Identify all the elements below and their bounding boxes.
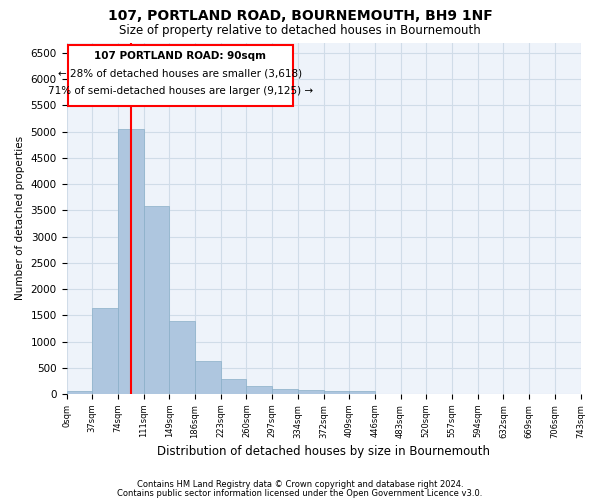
Bar (323, 391, 349, 394)
Bar (92, 308, 118, 394)
Bar (247, 386, 272, 394)
Bar (67, 390, 92, 394)
Bar (195, 362, 221, 394)
Text: 107 PORTLAND ROAD: 90sqm: 107 PORTLAND ROAD: 90sqm (94, 52, 266, 62)
Text: 107, PORTLAND ROAD, BOURNEMOUTH, BH9 1NF: 107, PORTLAND ROAD, BOURNEMOUTH, BH9 1NF (107, 9, 493, 23)
Bar (272, 389, 298, 394)
Bar (221, 378, 247, 394)
Text: Contains HM Land Registry data © Crown copyright and database right 2024.: Contains HM Land Registry data © Crown c… (137, 480, 463, 489)
X-axis label: Distribution of detached houses by size in Bournemouth: Distribution of detached houses by size … (157, 444, 490, 458)
Bar (143, 206, 169, 394)
Bar (118, 128, 143, 394)
Bar (298, 390, 323, 394)
Text: Size of property relative to detached houses in Bournemouth: Size of property relative to detached ho… (119, 24, 481, 37)
Text: ← 28% of detached houses are smaller (3,618): ← 28% of detached houses are smaller (3,… (58, 68, 302, 78)
Bar (68, 45, 293, 106)
Bar (349, 391, 375, 394)
Bar (169, 320, 195, 394)
Text: 71% of semi-detached houses are larger (9,125) →: 71% of semi-detached houses are larger (… (47, 86, 313, 96)
Text: Contains public sector information licensed under the Open Government Licence v3: Contains public sector information licen… (118, 490, 482, 498)
Y-axis label: Number of detached properties: Number of detached properties (15, 136, 25, 300)
